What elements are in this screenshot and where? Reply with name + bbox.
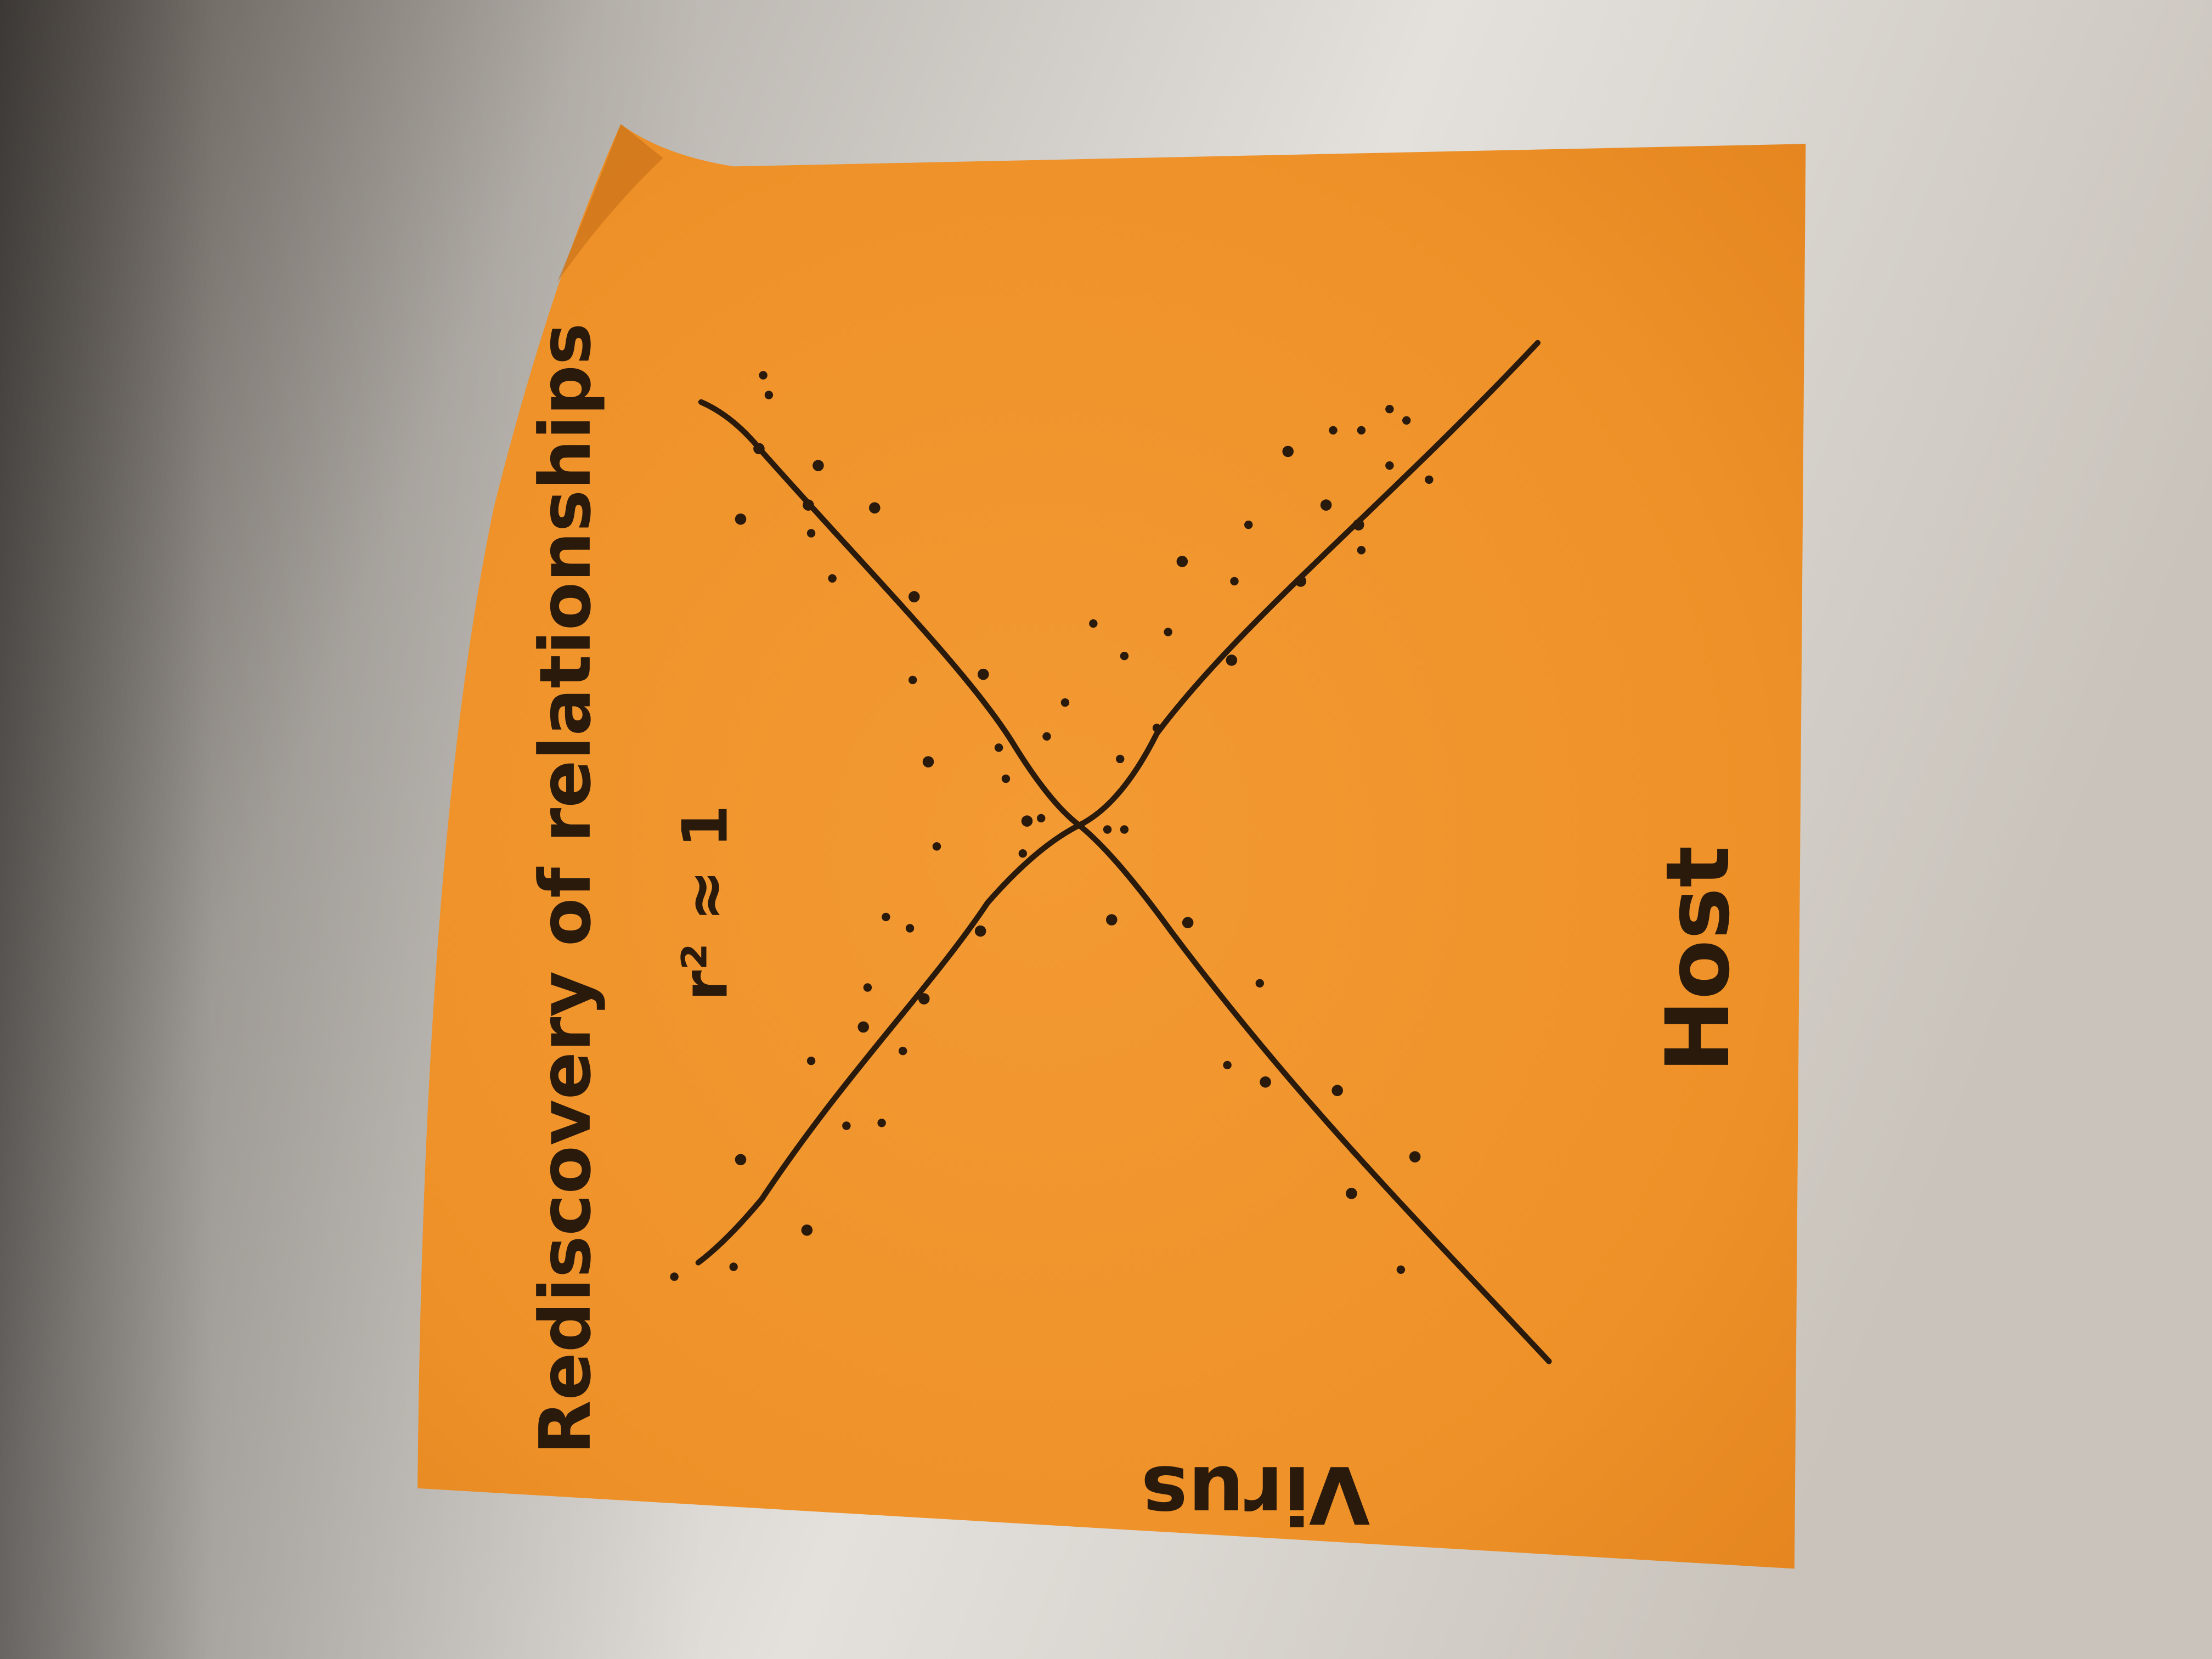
scatter-dots: [670, 371, 1434, 1281]
annotation: r² ≈ 1: [669, 805, 741, 1001]
note-title: Rediscovery of relationships: [525, 323, 607, 1455]
sticky-note: [417, 124, 1806, 1569]
note-curl: [557, 124, 663, 283]
descending-curve: [698, 399, 1552, 1364]
bottom-label: Virus: [1141, 1448, 1370, 1541]
right-label: Host: [1647, 846, 1749, 1073]
